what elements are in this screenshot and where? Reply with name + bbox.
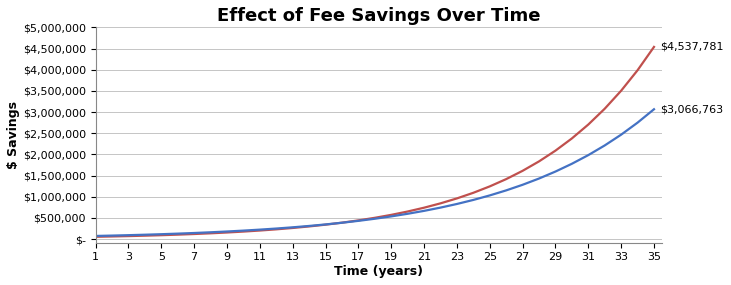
- Title: Effect of Fee Savings Over Time: Effect of Fee Savings Over Time: [217, 7, 541, 25]
- Text: $3,066,763: $3,066,763: [661, 104, 724, 114]
- Text: $4,537,781: $4,537,781: [661, 42, 724, 52]
- Y-axis label: $ Savings: $ Savings: [7, 101, 20, 168]
- X-axis label: Time (years): Time (years): [334, 265, 423, 278]
